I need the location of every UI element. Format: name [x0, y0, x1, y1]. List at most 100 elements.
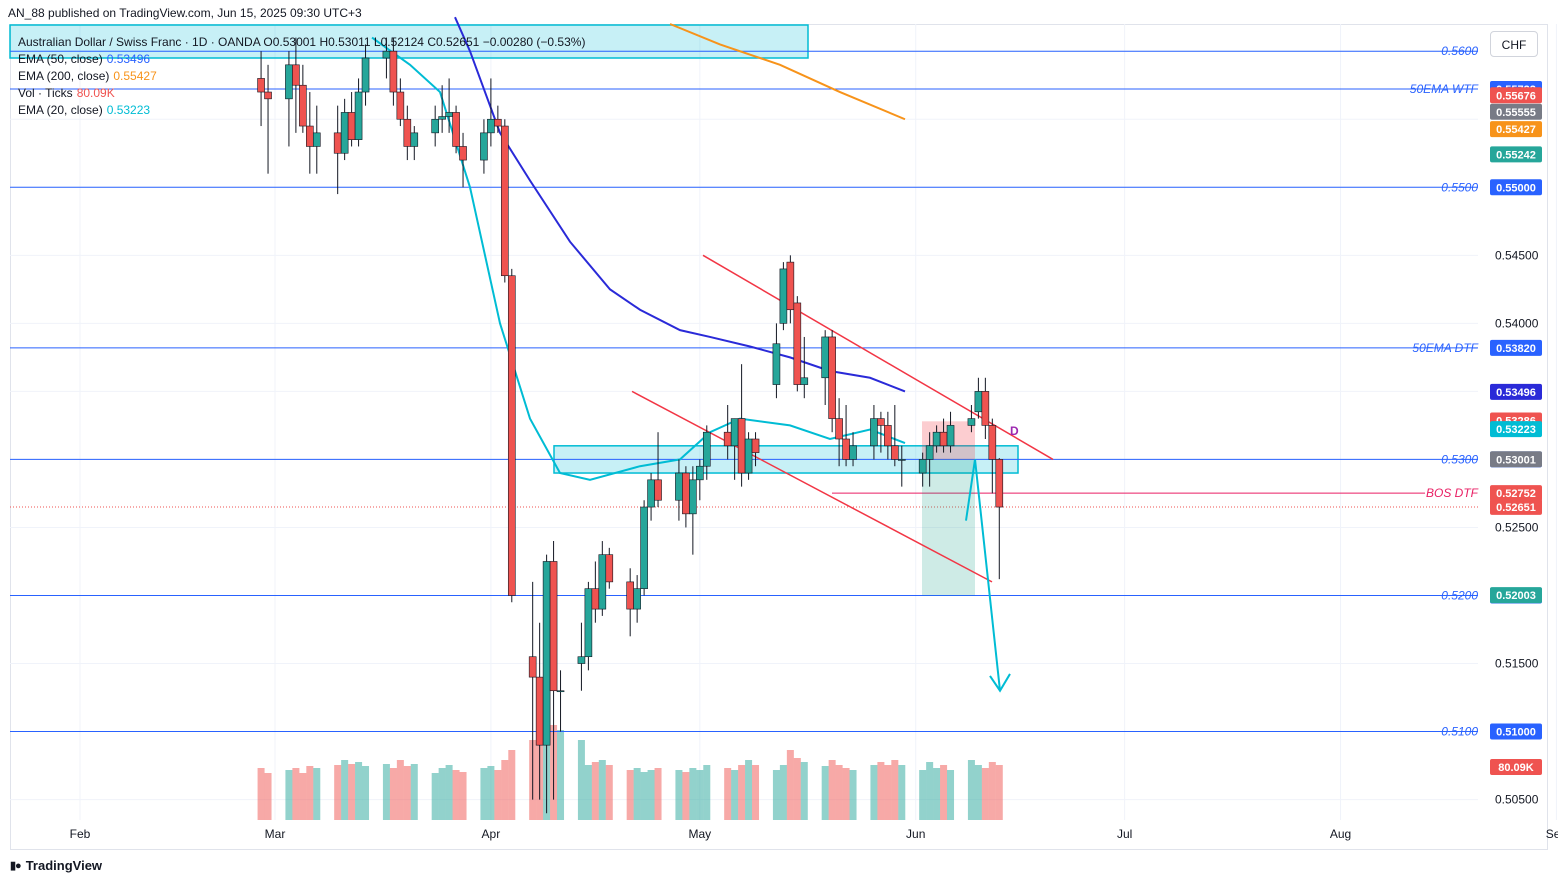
- volume-bar: [821, 766, 829, 820]
- volume-bar: [849, 770, 857, 820]
- volume-bar: [557, 730, 565, 820]
- x-tick-label: Feb: [70, 827, 91, 841]
- volume-bar: [772, 770, 780, 820]
- price-tag-bg: [1490, 146, 1542, 163]
- price-tag-bg: [1490, 87, 1542, 104]
- volume-bar: [654, 768, 662, 820]
- candle-body: [689, 479, 697, 515]
- candle-body: [793, 302, 802, 385]
- volume-bar: [355, 762, 363, 820]
- volume-tag: 80.09K: [1498, 762, 1534, 774]
- volume-bar: [696, 770, 704, 820]
- candle-body: [626, 581, 634, 610]
- candle-body: [884, 425, 892, 447]
- price-tag-bg: [1490, 103, 1542, 120]
- volume-bar: [835, 765, 843, 820]
- volume-bar: [584, 765, 592, 820]
- volume-bar: [591, 762, 599, 820]
- candle-body: [870, 418, 878, 447]
- level-price-tag: 0.51000: [1496, 727, 1536, 739]
- level-price-tag-bg: [1490, 723, 1542, 740]
- volume-bar: [410, 764, 418, 820]
- legend-ema200-label: EMA (200, close): [18, 69, 110, 83]
- volume-bar: [786, 750, 794, 820]
- legend-symbol-label: Australian Dollar / Swiss Franc · 1D · O…: [18, 35, 586, 49]
- currency-button[interactable]: CHF: [1490, 31, 1538, 57]
- candle-body: [974, 391, 983, 413]
- candle-body: [556, 690, 565, 693]
- legend-ema50-value: 0.53496: [106, 52, 151, 66]
- volume-bar: [494, 770, 502, 820]
- volume-bar: [487, 766, 495, 820]
- volume-bar: [940, 765, 948, 820]
- volume-bar: [292, 768, 300, 820]
- candle-body: [842, 438, 850, 460]
- price-tag-bg: [1490, 451, 1542, 468]
- candle-body: [682, 472, 690, 515]
- volume-bar: [362, 766, 370, 820]
- volume-bar: [974, 765, 982, 820]
- legend-ema50-label: EMA (50, close): [18, 52, 103, 66]
- candle-body: [584, 588, 593, 658]
- x-tick-label: May: [688, 827, 711, 841]
- volume-bar: [891, 760, 899, 820]
- channel-lower: [631, 390, 993, 583]
- candle-body: [737, 418, 746, 474]
- candle-body: [333, 132, 342, 154]
- candle-body: [312, 132, 321, 147]
- candle-body: [918, 459, 927, 474]
- volume-bar: [988, 762, 996, 820]
- candle-body: [772, 343, 781, 385]
- candle-body: [292, 64, 300, 86]
- volume-bar: [285, 770, 293, 820]
- chart-legend: Australian Dollar / Swiss Franc · 1D · O…: [18, 34, 585, 119]
- candle-body: [696, 465, 704, 481]
- level-price-tag: 0.53820: [1496, 343, 1536, 355]
- level-label: 0.5500: [1441, 180, 1478, 194]
- top-zone: [9, 24, 809, 59]
- candle-body: [361, 57, 370, 93]
- x-tick-label: Aug: [1330, 827, 1351, 841]
- volume-bar: [675, 770, 683, 820]
- candle-body: [431, 118, 439, 134]
- candle-body: [967, 418, 976, 426]
- candle-body: [459, 146, 467, 161]
- candle-body: [786, 261, 795, 311]
- price-tag-bg: [1490, 383, 1542, 400]
- candle-body: [877, 418, 885, 426]
- level-label: 0.5600: [1441, 44, 1478, 58]
- tradingview-logo[interactable]: ▮● TradingView: [10, 858, 102, 873]
- legend-ema20-label: EMA (20, close): [18, 103, 103, 117]
- volume-bar: [828, 760, 836, 820]
- volume-bar: [745, 760, 753, 820]
- volume-bar: [598, 760, 606, 820]
- x-tick-label: Apr: [482, 827, 501, 841]
- volume-bar: [382, 764, 390, 820]
- volume-tag-bg: [1490, 759, 1542, 775]
- volume-bar: [438, 768, 446, 820]
- level-label: 50EMA DTF: [1412, 341, 1478, 355]
- candle-body: [438, 116, 446, 120]
- candle-body: [480, 132, 488, 161]
- volume-bar: [431, 773, 439, 820]
- price-tag: 0.55555: [1496, 107, 1536, 119]
- legend-ema20-value: 0.53223: [106, 103, 151, 117]
- y-tick-label: 0.52500: [1495, 520, 1539, 534]
- annotation-d: D: [1010, 424, 1019, 438]
- volume-bar: [689, 768, 697, 820]
- volume-bar: [995, 765, 1003, 820]
- x-tick-label: Sep: [1546, 827, 1558, 841]
- price-tag: 0.53223: [1496, 424, 1536, 436]
- candle-body: [981, 391, 990, 426]
- candle-body: [995, 459, 1004, 508]
- projection-arrowhead: [989, 673, 1011, 693]
- volume-bar: [341, 760, 349, 820]
- volume-bar: [313, 768, 321, 820]
- candle-body: [605, 554, 614, 583]
- legend-volume: Vol · Ticks 80.09K: [18, 85, 585, 102]
- volume-bar: [682, 772, 690, 820]
- volume-bar: [800, 762, 808, 820]
- candle-body: [730, 418, 739, 447]
- channel-upper: [702, 254, 1054, 461]
